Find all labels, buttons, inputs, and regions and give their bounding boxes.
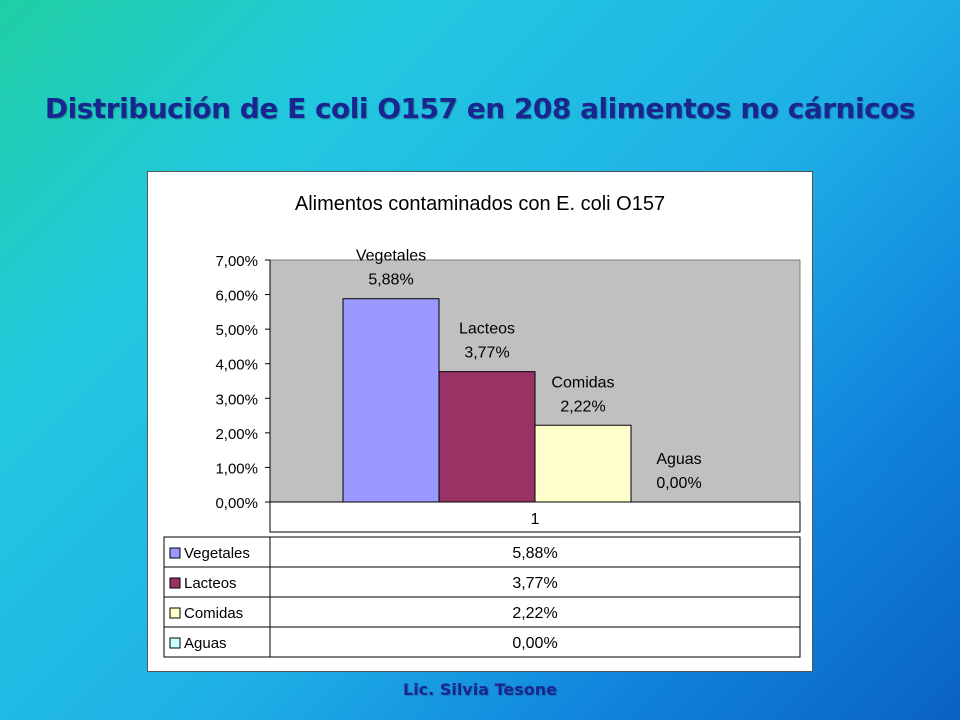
data-label-name: Lacteos	[459, 321, 515, 338]
legend-swatch-aguas	[169, 637, 181, 649]
legend-label: Aguas	[184, 635, 227, 652]
legend-swatch-vegetales	[169, 547, 181, 559]
y-tick-label: 7,00%	[215, 253, 258, 270]
y-tick-label: 1,00%	[215, 460, 258, 477]
table-value: 3,77%	[512, 575, 557, 592]
y-tick-label: 3,00%	[215, 391, 258, 408]
bar-vegetales	[342, 298, 440, 503]
table-legend-cell	[163, 596, 271, 628]
data-label-value: 0,00%	[656, 475, 701, 492]
table-value: 5,88%	[512, 545, 557, 562]
y-tick-label: 4,00%	[215, 357, 258, 374]
legend-label: Lacteos	[184, 575, 237, 592]
legend-label: Comidas	[184, 605, 243, 622]
data-label-value: 3,77%	[464, 345, 509, 362]
chart-title: Alimentos contaminados con E. coli O157	[295, 193, 665, 215]
table-value-cell	[269, 536, 801, 568]
slide-title: Distribución de E coli O157 en 208 alime…	[44, 92, 916, 125]
legend-swatch-comidas	[169, 607, 181, 619]
data-label-name: Comidas	[551, 374, 614, 391]
chart-container: Alimentos contaminados con E. coli O157 …	[147, 171, 813, 672]
data-label-name: Aguas	[656, 451, 701, 468]
y-tick-label: 6,00%	[215, 288, 258, 305]
table-value-cell	[269, 626, 801, 658]
table-legend-cell	[163, 566, 271, 598]
legend-swatch-lacteos	[169, 577, 181, 589]
table-value: 0,00%	[512, 635, 557, 652]
y-tick-label: 2,00%	[215, 426, 258, 443]
y-tick-label: 0,00%	[215, 495, 258, 512]
data-label-value: 2,22%	[560, 398, 605, 415]
table-value-cell	[269, 596, 801, 628]
data-label-value: 5,88%	[368, 272, 413, 289]
chart-svg: Alimentos contaminados con E. coli O157 …	[163, 193, 801, 658]
bar-comidas	[534, 424, 632, 503]
table-value-cell	[269, 566, 801, 598]
table-value: 2,22%	[512, 605, 557, 622]
table-legend-cell	[163, 626, 271, 658]
bar-lacteos	[438, 371, 536, 503]
table-category-cell	[269, 501, 801, 533]
y-tick-label: 5,00%	[215, 322, 258, 339]
footer-author: Lic. Silvia Tesone	[403, 680, 557, 699]
data-label-name: Vegetales	[356, 248, 426, 265]
legend-label: Vegetales	[184, 545, 250, 562]
x-category-label: 1	[531, 511, 540, 528]
